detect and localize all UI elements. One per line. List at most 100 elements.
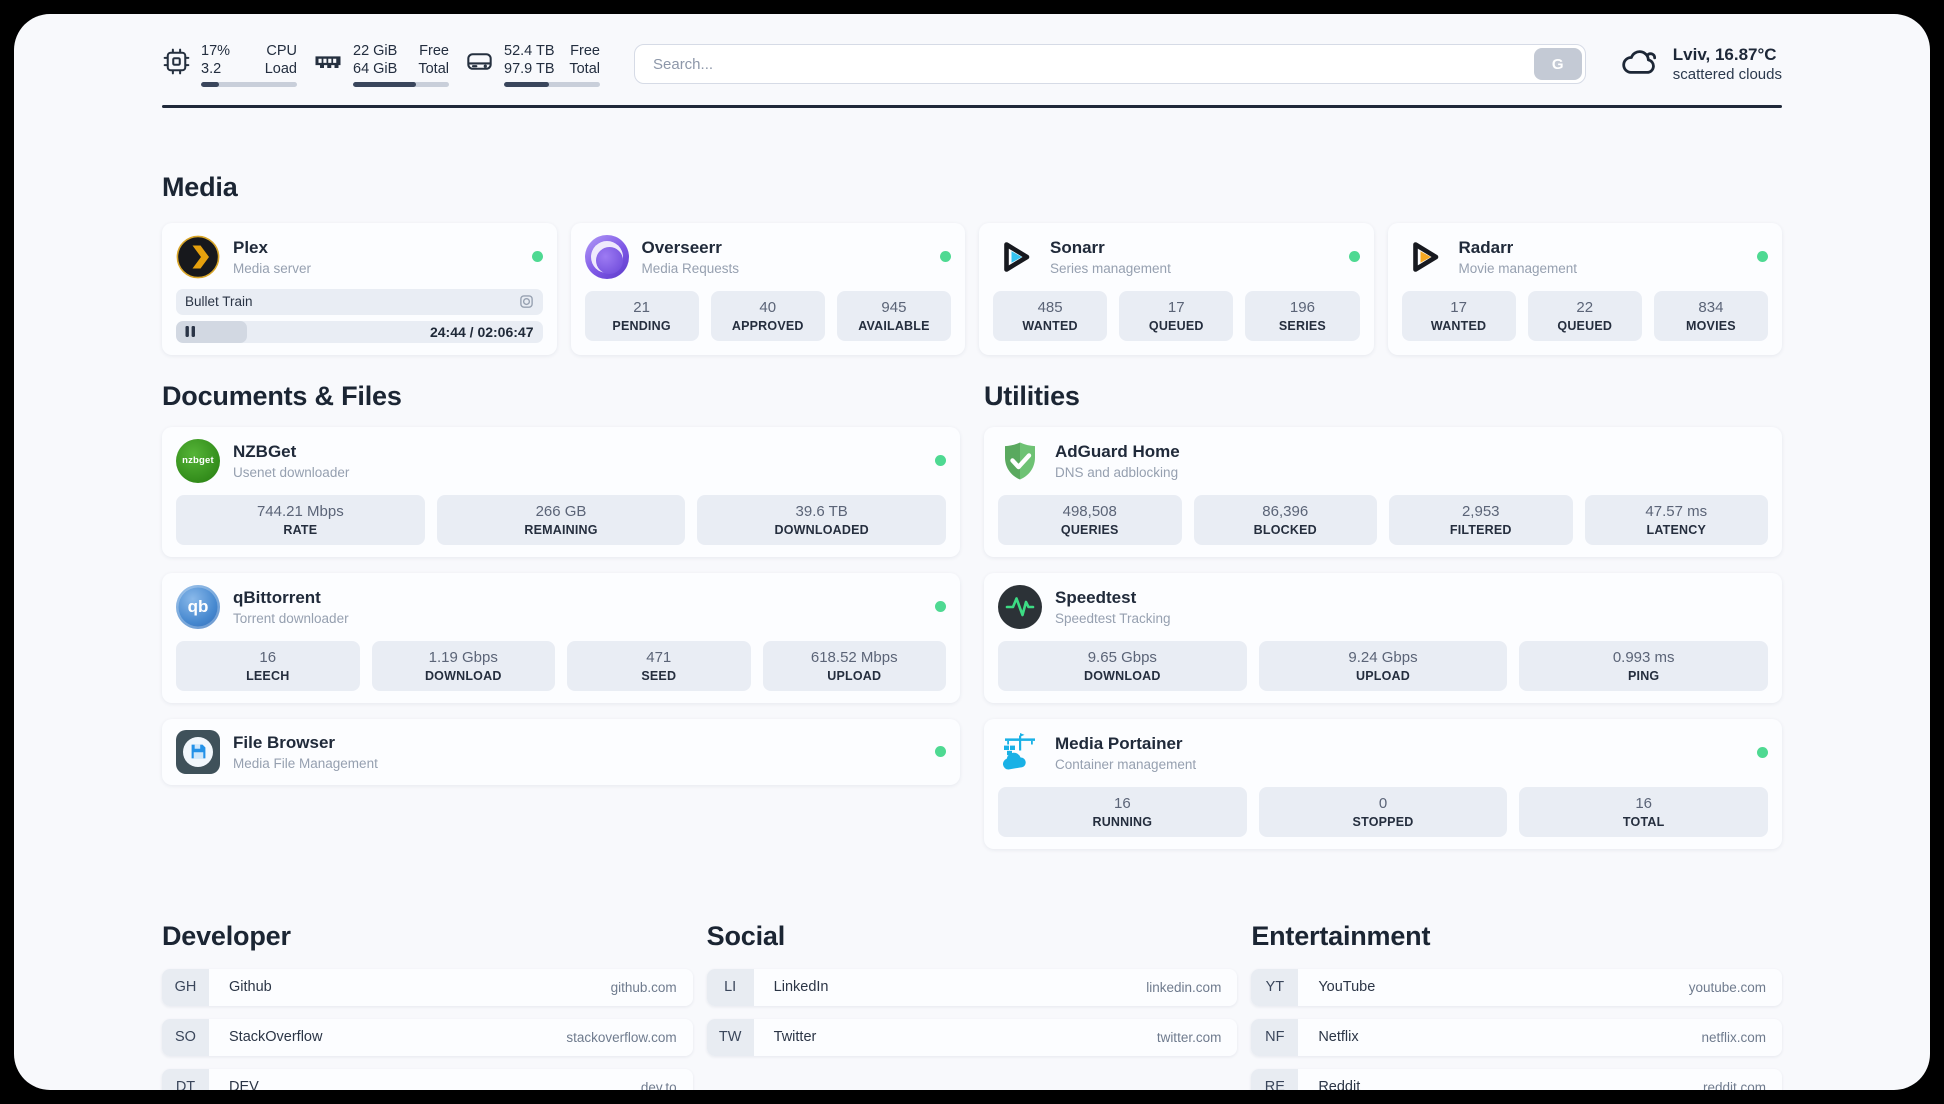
- app-description: Container management: [1055, 756, 1197, 772]
- bookmark-dev[interactable]: DT DEV dev.to: [162, 1068, 693, 1090]
- app-description: Usenet downloader: [233, 464, 350, 480]
- cpu-icon: [162, 47, 191, 81]
- stat-available: 945 AVAILABLE: [836, 290, 952, 341]
- search-input[interactable]: [634, 44, 1586, 85]
- app-name: NZBGet: [233, 441, 297, 461]
- stat-download: 1.19 Gbps DOWNLOAD: [371, 640, 555, 691]
- bookmark-reddit[interactable]: RE Reddit reddit.com: [1251, 1068, 1782, 1091]
- stat-seed: 471 SEED: [567, 640, 751, 691]
- bookmark-url: twitter.com: [1156, 1029, 1222, 1045]
- disk-icon: [465, 47, 494, 81]
- app-name: Media Portainer: [1055, 733, 1183, 753]
- bookmark-group-social: Social LI LinkedIn linkedin.com TW Twitt…: [706, 920, 1238, 1091]
- bookmark-netflix[interactable]: NF Netflix netflix.com: [1251, 1018, 1782, 1056]
- dashboard-panel: 17% 3.2 CPU Load: [14, 14, 1930, 1090]
- now-playing-title: Bullet Train: [185, 294, 253, 309]
- stat-remaining: 266 GB REMAINING: [436, 494, 686, 545]
- stat-queries: 498,508 QUERIES: [998, 494, 1182, 545]
- bookmark-youtube[interactable]: YT YouTube youtube.com: [1251, 968, 1782, 1006]
- section-title-utilities: Utilities: [984, 380, 1080, 411]
- bookmark-group-developer: Developer GH Github github.com SO StackO…: [162, 920, 693, 1090]
- app-description: Torrent downloader: [233, 610, 349, 626]
- cpu-load-value: 3.2: [201, 61, 222, 77]
- app-card-qbittorrent[interactable]: qb qBittorrent Torrent downloader 16 LEE…: [162, 572, 960, 703]
- stat-filtered: 2,953 FILTERED: [1389, 494, 1573, 545]
- bookmark-group-entertainment: Entertainment YT YouTube youtube.com NF …: [1251, 920, 1782, 1091]
- cloud-icon: [1620, 45, 1660, 83]
- bookmark-url: linkedin.com: [1146, 979, 1222, 995]
- bookmark-abbr: NF: [1251, 1018, 1299, 1056]
- cpu-widget: 17% 3.2 CPU Load: [162, 42, 297, 87]
- bookmark-name: LinkedIn: [773, 979, 829, 995]
- app-description: Movie management: [1458, 260, 1578, 276]
- memory-values: 22 GiB 64 GiB: [353, 43, 398, 77]
- status-dot: [531, 251, 543, 262]
- app-card-nzbget[interactable]: nzbget NZBGet Usenet downloader 744.21 M…: [162, 426, 960, 557]
- stat-latency: 47.57 ms LATENCY: [1584, 494, 1768, 545]
- disk-values: 52.4 TB 97.9 TB: [504, 43, 555, 77]
- section-utilities: Utilities: [984, 381, 1782, 865]
- memory-progress-bar: [353, 82, 449, 87]
- weather-widget: Lviv, 16.87°C scattered clouds: [1620, 44, 1782, 84]
- bookmark-group-title: Entertainment: [1251, 920, 1431, 951]
- bookmark-github[interactable]: GH Github github.com: [162, 968, 693, 1006]
- status-dot: [935, 746, 946, 757]
- bookmark-url: stackoverflow.com: [566, 1029, 677, 1045]
- bookmark-abbr: GH: [162, 968, 209, 1006]
- speedtest-icon: [998, 584, 1042, 629]
- topbar: 17% 3.2 CPU Load: [162, 42, 1782, 87]
- stat-upload: 9.24 Gbps UPLOAD: [1258, 640, 1508, 691]
- app-card-overseerr[interactable]: Overseerr Media Requests 21 PENDING 40 A…: [570, 222, 965, 355]
- bookmark-linkedin[interactable]: LI LinkedIn linkedin.com: [706, 968, 1238, 1006]
- disk-labels: Free Total: [569, 43, 600, 77]
- bookmark-group-title: Social: [706, 920, 786, 951]
- cpu-labels: CPU Load: [264, 43, 297, 77]
- overseerr-icon: [584, 234, 629, 279]
- stat-wanted: 485 WANTED: [993, 290, 1108, 341]
- bookmark-abbr: TW: [706, 1018, 754, 1056]
- bookmark-abbr: DT: [162, 1068, 209, 1090]
- bookmark-name: StackOverflow: [229, 1029, 323, 1045]
- bookmark-url: netflix.com: [1701, 1029, 1766, 1045]
- bookmark-name: YouTube: [1318, 979, 1376, 995]
- app-name: Sonarr: [1050, 237, 1105, 257]
- app-card-plex[interactable]: Plex Media server Bullet Train: [162, 222, 557, 355]
- app-card-filebrowser[interactable]: File Browser Media File Management: [162, 718, 960, 785]
- now-playing-row: Bullet Train: [176, 288, 543, 315]
- app-card-adguard[interactable]: AdGuard Home DNS and adblocking 498,508 …: [984, 426, 1782, 557]
- weather-location-temp: Lviv, 16.87°C: [1672, 45, 1777, 65]
- bookmark-stackoverflow[interactable]: SO StackOverflow stackoverflow.com: [162, 1018, 693, 1056]
- app-card-sonarr[interactable]: Sonarr Series management 485 WANTED 17 Q…: [979, 222, 1374, 355]
- disk-widget: 52.4 TB 97.9 TB Free Total: [465, 42, 600, 87]
- app-description: Media File Management: [233, 755, 378, 771]
- bookmark-name: Reddit: [1318, 1079, 1361, 1090]
- section-title-documents: Documents & Files: [162, 380, 402, 411]
- stat-upload: 618.52 Mbps UPLOAD: [762, 640, 946, 691]
- disk-progress-bar: [504, 82, 600, 87]
- search-bar: G: [634, 44, 1586, 85]
- weather-text: Lviv, 16.87°C scattered clouds: [1673, 44, 1782, 84]
- topbar-divider: [162, 104, 1782, 108]
- qbittorrent-icon: qb: [176, 584, 220, 629]
- bookmark-url: reddit.com: [1702, 1079, 1766, 1091]
- app-name: File Browser: [233, 732, 336, 752]
- status-dot: [940, 251, 951, 262]
- bookmark-name: Github: [229, 979, 272, 995]
- app-card-speedtest[interactable]: Speedtest Speedtest Tracking 9.65 Gbps D…: [984, 572, 1782, 703]
- portainer-icon: [998, 731, 1042, 775]
- app-card-portainer[interactable]: Media Portainer Container management 16 …: [984, 718, 1782, 849]
- bookmark-twitter[interactable]: TW Twitter twitter.com: [706, 1018, 1238, 1056]
- memory-widget: 22 GiB 64 GiB Free Total: [313, 42, 449, 87]
- stat-rate: 744.21 Mbps RATE: [176, 494, 425, 545]
- bookmark-abbr: YT: [1251, 968, 1299, 1006]
- search-engine-button[interactable]: G: [1533, 48, 1582, 81]
- stat-wanted: 17 WANTED: [1401, 290, 1516, 341]
- app-description: Speedtest Tracking: [1055, 610, 1171, 626]
- app-description: DNS and adblocking: [1055, 464, 1179, 480]
- app-card-radarr[interactable]: Radarr Movie management 17 WANTED 22 QUE…: [1387, 222, 1782, 355]
- stat-leech: 16 LEECH: [176, 640, 360, 691]
- bookmark-url: github.com: [610, 979, 677, 995]
- section-title-media: Media: [162, 171, 238, 202]
- sonarr-icon: [993, 235, 1037, 279]
- bookmark-group-title: Developer: [162, 920, 291, 951]
